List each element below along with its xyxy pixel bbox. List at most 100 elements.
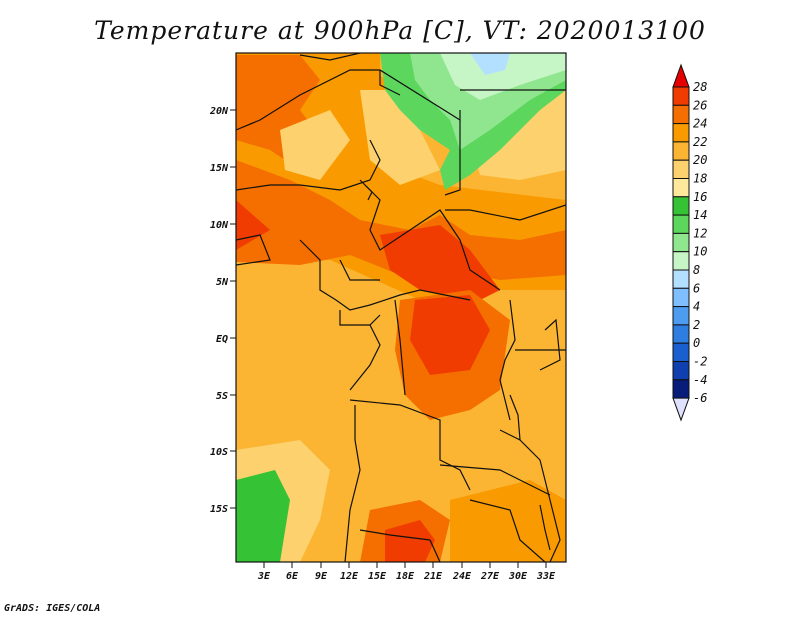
border-15 xyxy=(499,299,516,421)
colorbar-label: 22 xyxy=(693,135,707,149)
lon-tick-label: 9E xyxy=(315,571,328,582)
colorbar-label: 10 xyxy=(693,245,707,259)
field-west-28 xyxy=(236,200,270,250)
border-18 xyxy=(344,405,361,562)
colorbar-segment xyxy=(672,342,690,363)
colorbar-segment xyxy=(672,361,690,381)
colorbar-label: 6 xyxy=(693,281,700,295)
border-9 xyxy=(236,234,271,266)
colorbar-label: 26 xyxy=(693,98,707,112)
colorbar-label: 20 xyxy=(693,153,707,167)
colorbar-label: -4 xyxy=(693,373,707,387)
colorbar-label: 2 xyxy=(693,318,700,332)
border-10 xyxy=(299,239,471,311)
lon-tick-label: 15E xyxy=(368,571,387,582)
colorbar-segment xyxy=(672,104,690,125)
colorbar-segment xyxy=(672,178,690,198)
credit-text: GrADS: IGES/COLA xyxy=(4,603,101,614)
colorbar-arrow-top xyxy=(672,63,690,88)
colorbar-segment xyxy=(672,214,690,234)
colorbar-label: 0 xyxy=(693,336,700,350)
field-southwest-16 xyxy=(236,470,290,562)
colorbar-segment xyxy=(672,196,690,216)
field-belt-26 xyxy=(236,160,566,280)
lat-tick-label: 15S xyxy=(210,504,228,515)
border-6 xyxy=(236,139,381,191)
lat-tick-label: 15N xyxy=(210,163,229,174)
field-center-28 xyxy=(380,225,500,300)
lon-tick-label: 18E xyxy=(396,571,415,582)
colorbar-segment xyxy=(672,287,690,308)
field-northeast-10 xyxy=(440,53,566,100)
country-borders xyxy=(236,53,566,562)
colorbar-label: 12 xyxy=(693,226,707,240)
colorbar-segment xyxy=(672,269,690,289)
lake-tanganyika xyxy=(509,394,521,441)
lon-tick-label: 21E xyxy=(423,571,443,582)
field-congo-28 xyxy=(410,295,490,375)
colorbar-segment xyxy=(672,86,690,106)
field-southeast-24 xyxy=(450,480,566,562)
colorbar-arrow-bottom xyxy=(672,397,690,422)
field-sahara-20a xyxy=(280,110,350,180)
border-22 xyxy=(499,429,561,562)
colorbar-label: 28 xyxy=(693,80,707,94)
lon-axis: 3E 6E 9E 12E 15E 18E 21E 24E 27E 30E 33E xyxy=(257,562,556,582)
colorbar-segment xyxy=(672,123,690,143)
border-3 xyxy=(379,70,401,96)
lon-tick-label: 6E xyxy=(286,571,299,582)
field-south-28 xyxy=(385,520,435,562)
colorbar-segment xyxy=(672,306,690,326)
colorbar-segment xyxy=(672,232,690,253)
colorbar-label: 24 xyxy=(693,117,707,131)
colorbar-segment xyxy=(672,141,690,161)
border-23 xyxy=(469,499,546,562)
lat-tick-label: 20N xyxy=(209,106,229,117)
border-12 xyxy=(339,310,381,326)
map-title: Temperature at 900hPa [C], VT: 202001310… xyxy=(94,16,706,45)
colorbar-label: -2 xyxy=(693,355,707,369)
border-4 xyxy=(444,110,461,196)
colorbar-segment xyxy=(672,159,690,179)
colorbar-label: 18 xyxy=(693,172,707,186)
colorbar-segment xyxy=(672,379,690,399)
lon-tick-label: 30E xyxy=(508,571,528,582)
colorbar-segment xyxy=(672,251,690,271)
map-frame xyxy=(235,52,567,563)
temperature-field xyxy=(236,53,566,562)
border-20 xyxy=(429,539,441,562)
lon-tick-label: 12E xyxy=(340,571,359,582)
border-21 xyxy=(439,464,551,496)
field-northeast-8 xyxy=(470,53,510,75)
colorbar-label: 16 xyxy=(693,190,707,204)
lake-malawi xyxy=(539,504,551,551)
border-14 xyxy=(394,299,406,396)
colorbar-label: -6 xyxy=(693,391,707,405)
lat-tick-label: 5N xyxy=(216,277,229,288)
border-2 xyxy=(236,69,461,131)
lat-tick-label: 10S xyxy=(210,447,228,458)
border-13 xyxy=(349,324,381,391)
colorbar-label: 14 xyxy=(693,208,707,222)
colorbar-label: 8 xyxy=(693,263,700,277)
lat-axis: 20N 15N 10N 5N EQ 5S 10S 15S xyxy=(209,106,236,515)
border-11 xyxy=(339,259,380,281)
lat-tick-label: 10N xyxy=(210,220,229,231)
border-8 xyxy=(445,204,566,221)
lake-chad xyxy=(364,184,373,201)
colorbar-label: 4 xyxy=(693,300,700,314)
lon-tick-label: 24E xyxy=(452,571,472,582)
lat-tick-label: 5S xyxy=(216,391,228,402)
lon-tick-label: 33E xyxy=(536,571,556,582)
border-1 xyxy=(299,53,361,61)
lon-tick-label: 3E xyxy=(257,571,271,582)
lake-victoria xyxy=(539,318,561,371)
lon-tick-label: 27E xyxy=(480,571,500,582)
lat-tick-label: EQ xyxy=(216,334,228,345)
border-7 xyxy=(359,179,501,291)
border-17 xyxy=(349,399,471,491)
colorbar-segment xyxy=(672,324,690,344)
border-19 xyxy=(359,529,431,541)
